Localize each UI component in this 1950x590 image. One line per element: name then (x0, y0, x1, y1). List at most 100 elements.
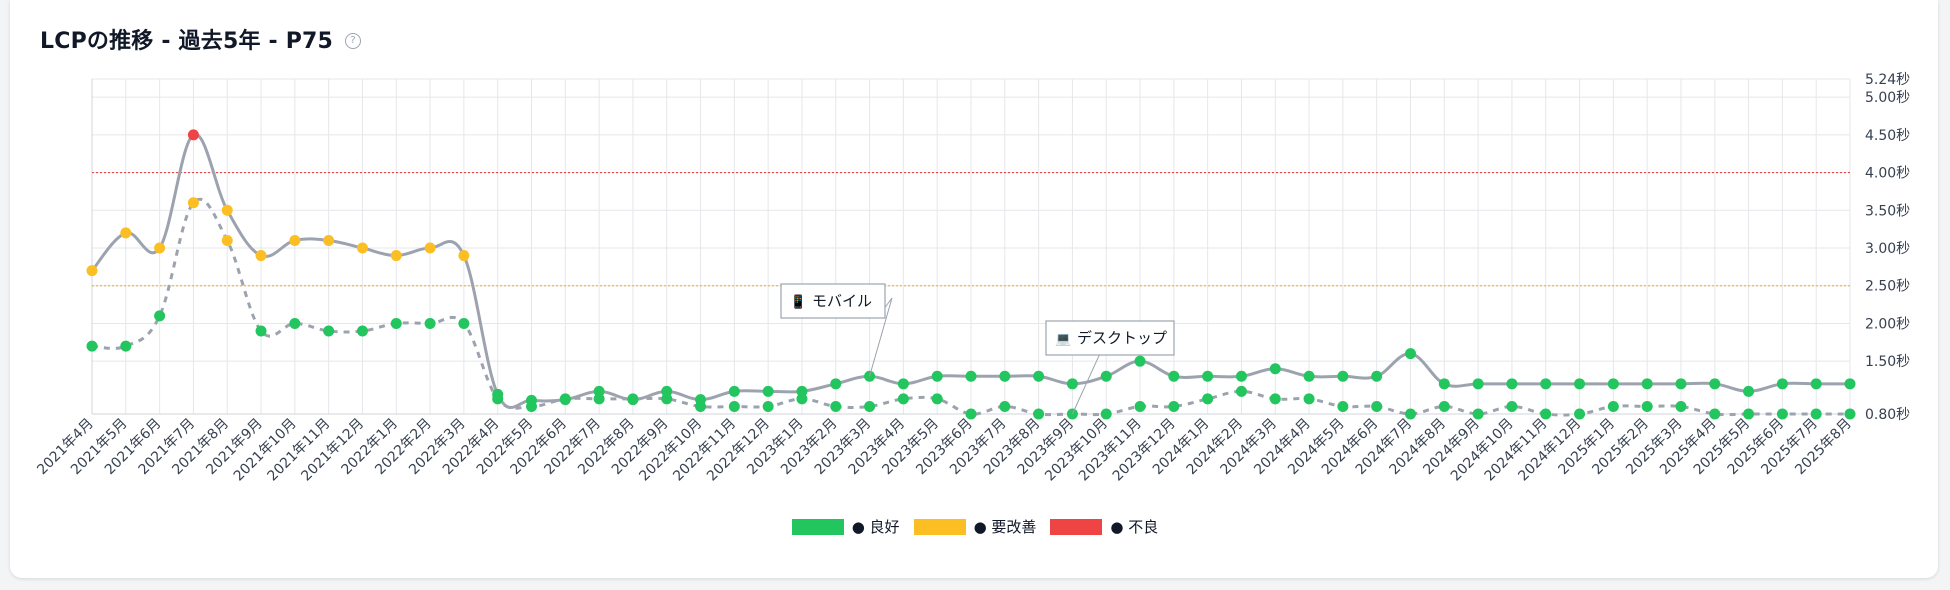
data-point-mobile (695, 394, 707, 406)
data-point-mobile (1506, 378, 1518, 390)
legend-item-needs-improvement[interactable]: ● 要改善 (913, 516, 1036, 537)
data-point-desktop (931, 393, 943, 405)
data-point-mobile (1303, 370, 1315, 382)
data-point-desktop (1100, 408, 1112, 420)
data-point-mobile (356, 242, 368, 254)
legend: ● 良好 ● 要改善 ● 不良 (0, 516, 1950, 537)
data-point-desktop (796, 393, 808, 405)
data-point-desktop (356, 325, 368, 337)
data-point-mobile (1675, 378, 1687, 390)
data-point-mobile (526, 394, 537, 406)
data-point-mobile (1438, 378, 1450, 390)
data-point-mobile (1235, 370, 1247, 382)
data-point-mobile (458, 250, 470, 262)
data-point-desktop (999, 400, 1011, 412)
data-point-desktop (965, 408, 977, 420)
legend-swatch-poor (1050, 518, 1103, 535)
data-point-desktop (1202, 393, 1214, 405)
data-point-desktop (1438, 400, 1450, 412)
data-point-desktop (289, 317, 301, 329)
annotation-desktop: 💻 デスクトップ (1045, 320, 1175, 356)
data-point-desktop (593, 393, 605, 405)
data-point-desktop (323, 325, 335, 337)
data-point-mobile (1540, 378, 1552, 390)
data-point-desktop (1506, 400, 1518, 412)
legend-swatch-good (791, 518, 844, 535)
data-point-desktop (1472, 408, 1484, 420)
legend-item-poor[interactable]: ● 不良 (1050, 516, 1158, 537)
data-point-desktop (424, 317, 436, 329)
data-point-mobile (627, 394, 639, 406)
data-point-desktop (120, 340, 132, 352)
data-point-mobile (830, 378, 842, 390)
data-point-mobile (796, 385, 808, 397)
y-tick-label: 2.00秒 (1865, 316, 1910, 332)
data-point-desktop (1337, 400, 1349, 412)
data-point-mobile (1405, 348, 1416, 360)
data-point-desktop (221, 234, 233, 246)
data-point-desktop (1134, 400, 1146, 412)
data-point-mobile (187, 129, 199, 141)
data-point-desktop (1776, 408, 1788, 420)
data-point-desktop (154, 310, 166, 322)
data-point-mobile (255, 250, 267, 262)
data-point-desktop (458, 317, 470, 329)
legend-item-good[interactable]: ● 良好 (791, 516, 900, 537)
data-point-desktop (1371, 400, 1383, 412)
data-point-desktop (661, 393, 673, 405)
data-point-mobile (1371, 370, 1383, 382)
data-point-mobile (931, 370, 943, 382)
annotation-mobile: 📱 モバイル (780, 283, 886, 319)
data-point-mobile (120, 227, 132, 239)
data-point-desktop (762, 400, 774, 412)
data-point-mobile (390, 250, 402, 262)
data-point-mobile (999, 370, 1011, 382)
y-tick-label: 3.50秒 (1865, 203, 1910, 219)
y-tick-label: 5.24秒 (1865, 72, 1910, 88)
annotation-label-desktop: デスクトップ (1077, 329, 1167, 347)
data-point-mobile (1844, 378, 1856, 390)
data-point-desktop (86, 340, 98, 352)
laptop-icon: 💻 (1055, 332, 1071, 347)
data-point-desktop (1303, 393, 1315, 405)
data-point-desktop (1743, 408, 1755, 420)
y-tick-label: 0.80秒 (1865, 407, 1910, 423)
data-point-mobile (1810, 378, 1822, 390)
legend-label-good: ● 良好 (851, 518, 900, 536)
data-point-mobile (1607, 378, 1619, 390)
data-point-desktop (1675, 400, 1687, 412)
data-point-desktop (1405, 408, 1416, 420)
data-point-desktop (1168, 400, 1180, 412)
y-tick-label: 4.50秒 (1865, 128, 1910, 144)
data-point-mobile (1776, 378, 1788, 390)
chart-card (10, 0, 1938, 578)
legend-swatch-needs-improvement (913, 518, 966, 535)
mobile-icon: 📱 (790, 294, 806, 310)
data-point-desktop (1269, 393, 1281, 405)
data-point-desktop (255, 325, 267, 337)
data-point-mobile (762, 385, 774, 397)
data-point-mobile (1100, 370, 1112, 382)
data-point-mobile (86, 265, 98, 277)
data-point-mobile (323, 234, 335, 246)
data-point-desktop (728, 400, 740, 412)
data-point-mobile (1743, 385, 1755, 397)
data-point-desktop (1574, 408, 1586, 420)
data-point-mobile (1168, 370, 1180, 382)
annotation-label-mobile: モバイル (812, 292, 872, 310)
data-point-mobile (593, 385, 605, 397)
data-point-mobile (1066, 378, 1078, 390)
legend-label-poor: ● 不良 (1110, 518, 1159, 536)
data-point-desktop (1540, 408, 1552, 420)
data-point-mobile (1269, 363, 1281, 375)
annotation-box-mobile (780, 283, 886, 319)
data-point-desktop (1235, 385, 1247, 397)
data-point-mobile (154, 242, 166, 254)
data-point-mobile (1472, 378, 1484, 390)
help-icon[interactable]: ? (345, 33, 362, 49)
data-point-mobile (424, 242, 436, 254)
data-point-mobile (661, 385, 673, 397)
data-point-mobile (1709, 378, 1721, 390)
data-point-mobile (221, 204, 233, 216)
annotation-box-desktop (1045, 320, 1175, 356)
